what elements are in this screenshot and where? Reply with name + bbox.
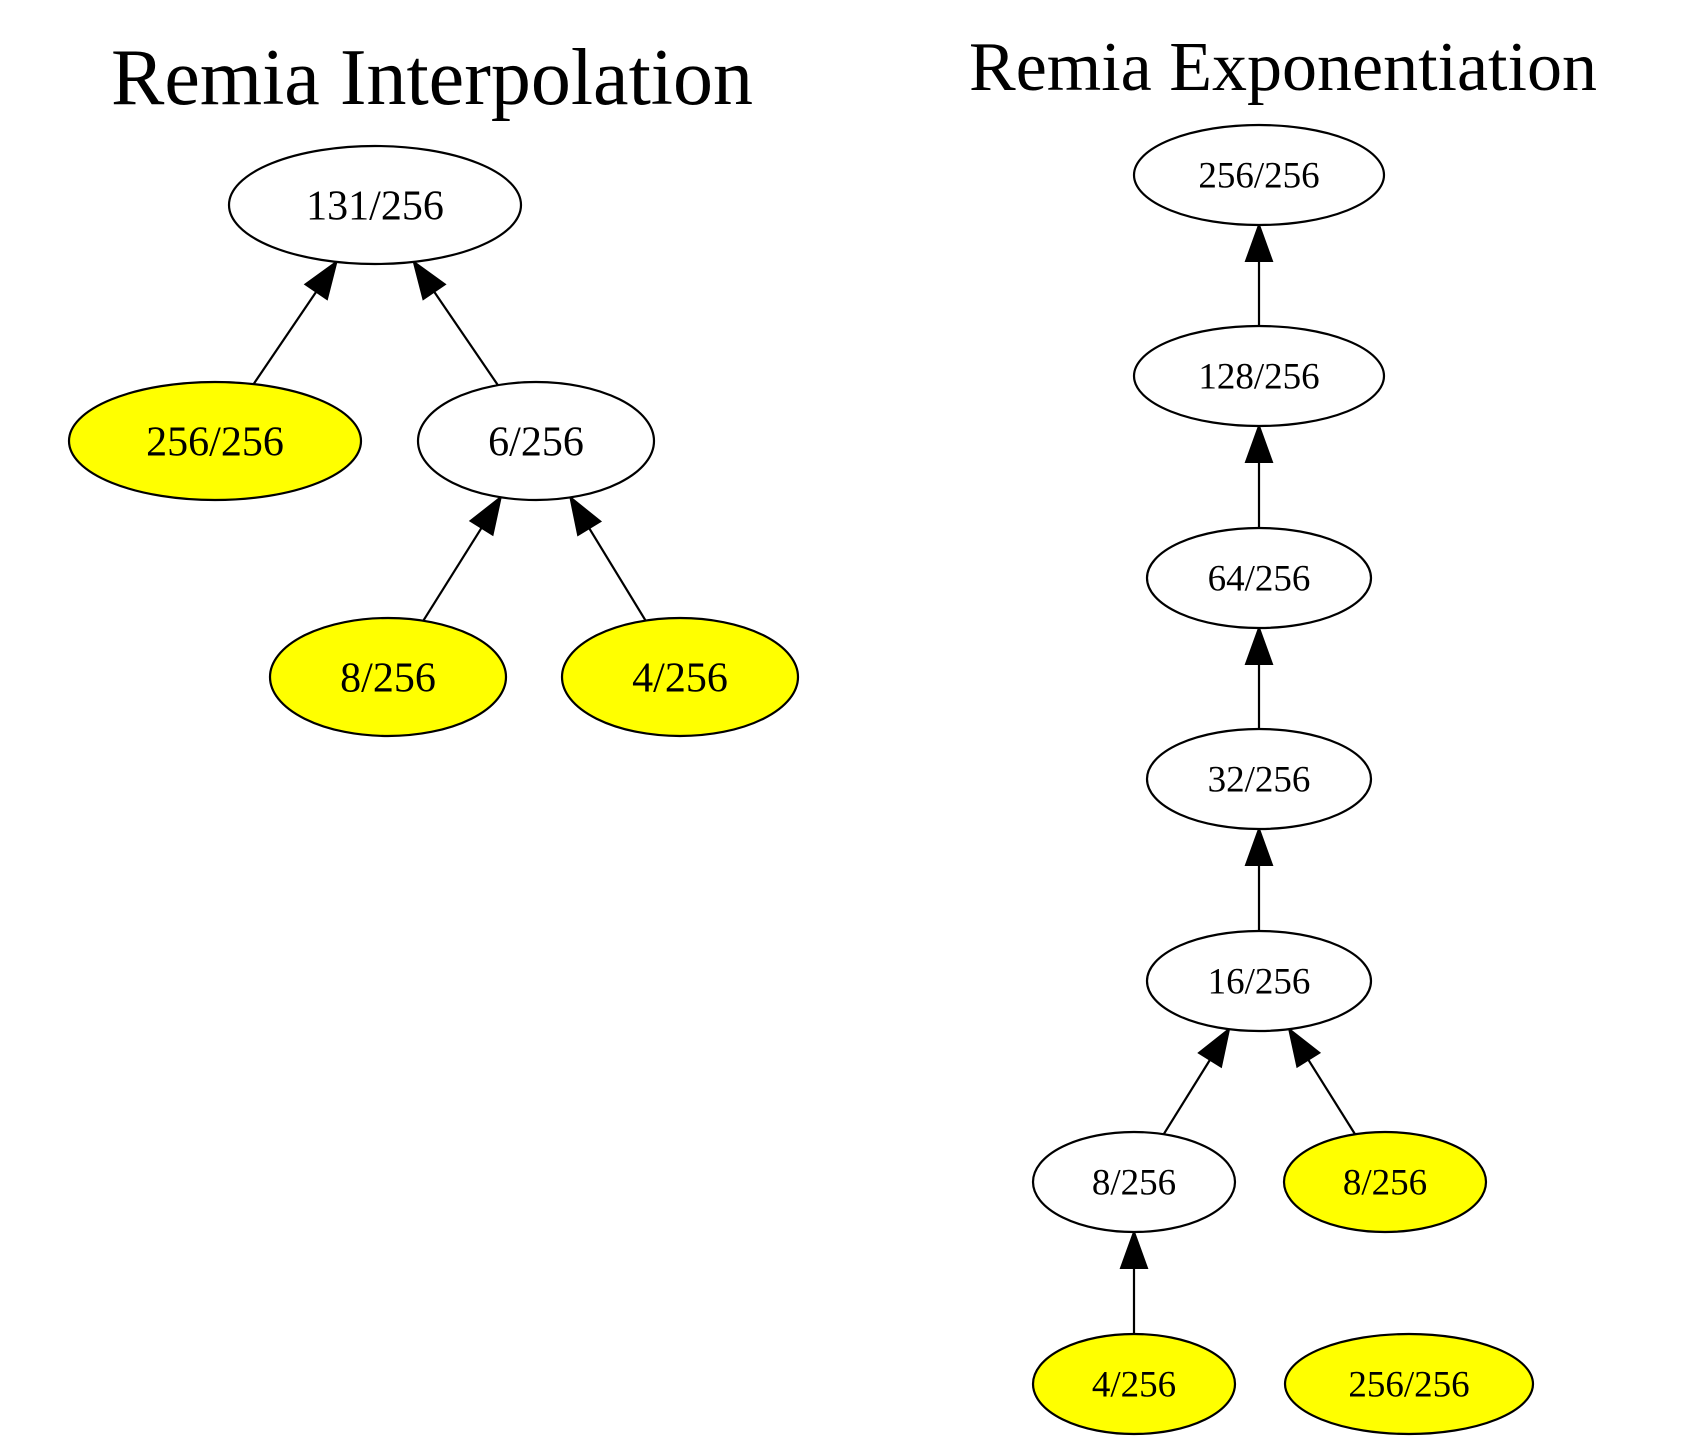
node-ellipse [1145,526,1373,630]
node-e3: 64/256 [1145,526,1373,630]
node-e8: 4/256 [1031,1332,1237,1436]
edge-e3-to-e2 [1244,423,1274,528]
node-i_a: 256/256 [67,380,363,502]
interpolation-title: Remia Interpolation [111,34,753,122]
edge-i_d-to-i_b [568,494,647,622]
node-label: 64/256 [1208,559,1311,600]
edge-line [422,527,483,622]
arrowhead-icon [1287,1026,1322,1069]
nodes: 131/256 256/256 6/256 8/256 4/256 256/256 128/… [67,123,1535,1436]
arrowhead-icon [468,494,503,537]
edge-e6-to-e5 [1162,1026,1231,1135]
node-label: 8/256 [1343,1163,1427,1204]
node-label: 16/256 [1208,962,1311,1003]
node-label: 8/256 [1092,1163,1176,1204]
node-ellipse [560,616,800,738]
node-i_d: 4/256 [560,616,800,738]
edge-line [252,291,318,385]
node-label: 4/256 [632,655,728,701]
edge-e4-to-e3 [1244,625,1274,729]
node-label: 4/256 [1092,1365,1176,1406]
node-ellipse [1031,1332,1237,1436]
edge-e2-to-e1 [1244,222,1274,326]
node-label: 6/256 [488,419,584,465]
exponentiation-title: Remia Exponentiation [969,29,1597,106]
node-ellipse [1031,1130,1237,1234]
arrowhead-icon [1244,423,1274,463]
node-ellipse [1145,727,1373,831]
node-e6: 8/256 [1031,1130,1237,1234]
edge-e8-to-e6 [1119,1229,1149,1334]
node-label: 256/256 [1348,1365,1469,1406]
edge-line [588,527,647,622]
node-e4: 32/256 [1145,727,1373,831]
edge-i_b-to-i_root [412,259,499,386]
node-ellipse [227,144,523,266]
arrowhead-icon [1197,1026,1231,1069]
node-ellipse [268,616,508,738]
edges [252,222,1356,1334]
node-label: 131/256 [306,183,444,229]
node-ellipse [1283,1332,1535,1436]
edge-e7-to-e5 [1287,1026,1356,1135]
node-ellipse [1132,123,1386,227]
node-ellipse [67,380,363,502]
arrowhead-icon [303,259,339,301]
node-e9: 256/256 [1283,1332,1535,1436]
arrowhead-icon [568,494,603,537]
node-e7: 8/256 [1282,1130,1488,1234]
arrowhead-icon [1244,222,1274,262]
node-ellipse [416,380,656,502]
arrowhead-icon [1244,826,1274,866]
node-e2: 128/256 [1132,324,1386,428]
edge-i_c-to-i_b [422,494,503,622]
arrowhead-icon [1119,1229,1149,1269]
node-i_b: 6/256 [416,380,656,502]
edge-line [433,290,499,386]
edge-i_a-to-i_root [252,259,339,385]
edge-line [1307,1059,1356,1135]
edge-e5-to-e4 [1244,826,1274,931]
edge-line [1162,1059,1211,1135]
node-ellipse [1145,929,1373,1033]
node-label: 32/256 [1208,760,1311,801]
node-e5: 16/256 [1145,929,1373,1033]
node-ellipse [1132,324,1386,428]
arrowhead-icon [412,259,447,301]
node-label: 8/256 [340,655,436,701]
node-label: 256/256 [1198,156,1319,197]
node-label: 256/256 [146,419,284,465]
node-i_c: 8/256 [268,616,508,738]
node-ellipse [1282,1130,1488,1234]
arrowhead-icon [1244,625,1274,665]
node-i_root: 131/256 [227,144,523,266]
node-e1: 256/256 [1132,123,1386,227]
node-label: 128/256 [1198,357,1319,398]
